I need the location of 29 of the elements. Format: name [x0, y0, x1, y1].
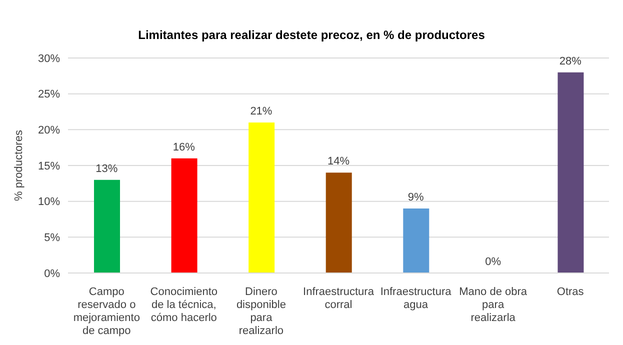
x-tick-label: Otras: [556, 286, 584, 298]
y-tick-label: 5%: [44, 232, 60, 244]
bar: [94, 180, 120, 273]
data-label: 0%: [485, 256, 502, 268]
y-tick-label: 20%: [38, 124, 60, 137]
x-tick-label: Dinero disponible para realizarlo: [236, 286, 286, 337]
chart-title: Limitantes para realizar destete precoz, en % de productores: [137, 28, 486, 42]
bar: [171, 158, 198, 273]
y-tick-label: 10%: [38, 196, 60, 208]
y-axis-title: % productores: [12, 130, 25, 201]
y-tick-label: 25%: [38, 88, 60, 101]
x-tick-label: Conocimiento de la técnica, cómo hacerlo: [150, 286, 218, 324]
bar: [248, 122, 275, 273]
y-tick-label: 15%: [38, 160, 60, 172]
data-label: 21%: [250, 106, 272, 118]
data-label: 16%: [172, 141, 196, 154]
y-tick-label: 30%: [38, 52, 60, 65]
data-label: 14%: [327, 156, 350, 168]
x-tick-label: Campo reservado o mejoramiento de campo: [73, 286, 140, 337]
x-tick-label: Infraestructura agua: [380, 286, 452, 311]
bar: [558, 72, 584, 273]
y-tick-label: 0%: [44, 268, 60, 280]
bar: [326, 172, 352, 273]
data-label: 13%: [96, 162, 118, 175]
data-label: 9%: [408, 192, 424, 204]
data-label: 28%: [559, 55, 582, 68]
bar: [403, 208, 430, 273]
x-tick-label: Mano de obra para realizarla: [459, 286, 528, 324]
x-tick-label: Infraestructura corral: [303, 286, 375, 311]
